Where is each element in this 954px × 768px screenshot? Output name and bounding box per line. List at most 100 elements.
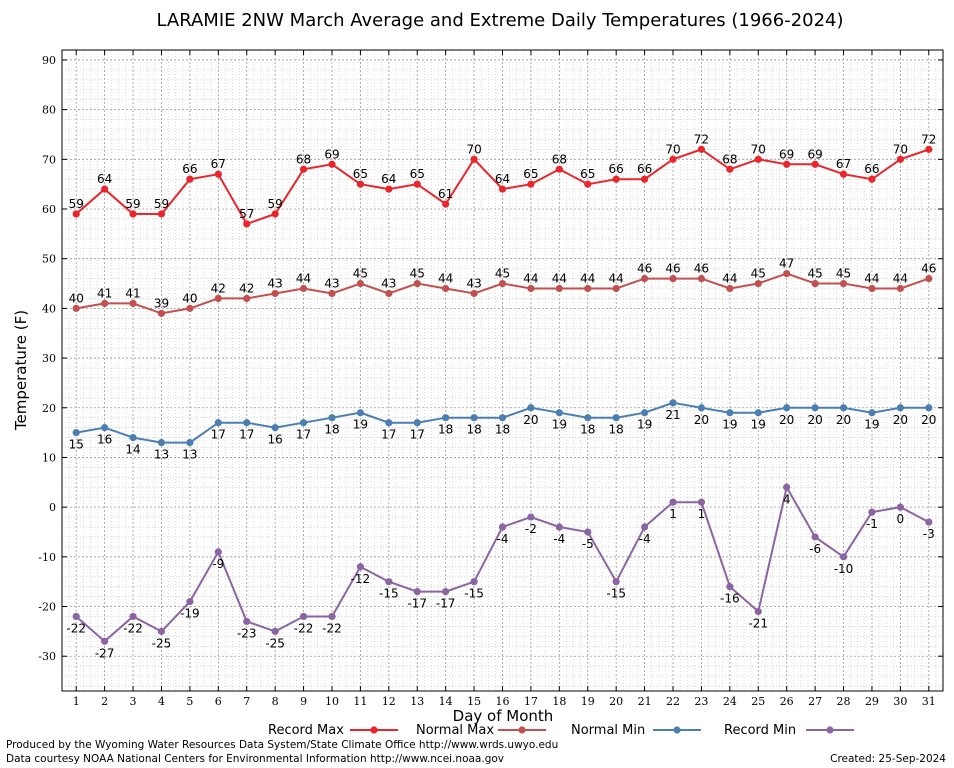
- data-label-record-min: -15: [379, 587, 399, 601]
- data-label-record-max: 59: [125, 197, 140, 211]
- data-point-normal-max: [584, 284, 592, 293]
- data-label-normal-min: 19: [353, 418, 368, 432]
- data-point-normal-max: [527, 284, 535, 293]
- data-label-record-max: 70: [665, 142, 680, 156]
- data-label-normal-min: 13: [182, 448, 197, 462]
- data-label-normal-min: 20: [921, 413, 936, 427]
- data-label-record-max: 67: [836, 157, 851, 171]
- data-point-normal-max: [868, 284, 876, 293]
- legend-swatch-marker-normal-max: [518, 726, 526, 734]
- data-label-normal-min: 18: [495, 423, 510, 437]
- x-tick-label: 11: [353, 695, 367, 708]
- data-label-normal-max: 45: [751, 267, 766, 281]
- footer-produced-by: Produced by the Wyoming Water Resources …: [6, 739, 558, 751]
- data-point-normal-min: [783, 404, 791, 412]
- data-label-normal-min: 20: [523, 413, 538, 427]
- data-point-normal-max: [555, 284, 563, 293]
- data-label-record-max: 57: [239, 207, 254, 221]
- data-point-record-min: [868, 508, 876, 516]
- data-label-record-max: 59: [154, 197, 169, 211]
- x-tick-label: 30: [893, 695, 907, 708]
- grid: [62, 49, 943, 691]
- data-label-normal-min: 18: [580, 423, 595, 437]
- data-point-normal-max: [839, 279, 848, 288]
- x-tick-label: 28: [837, 695, 851, 708]
- data-label-record-max: 67: [211, 157, 226, 171]
- data-point-normal-max: [669, 274, 677, 283]
- data-point-record-max: [783, 160, 791, 168]
- data-point-record-min: [612, 578, 620, 586]
- data-label-normal-max: 40: [182, 291, 197, 305]
- data-point-normal-max: [72, 304, 80, 312]
- data-point-record-min: [356, 563, 365, 571]
- data-point-normal-max: [328, 289, 336, 298]
- data-label-record-min: -1: [866, 517, 878, 531]
- data-point-normal-min: [129, 433, 137, 442]
- data-label-normal-min: 17: [296, 428, 311, 442]
- data-label-normal-max: 46: [637, 262, 652, 276]
- x-tick-label: 19: [581, 695, 595, 708]
- data-point-record-max: [385, 185, 393, 193]
- data-point-normal-min: [527, 404, 535, 412]
- x-tick-label: 7: [243, 695, 250, 708]
- data-point-record-max: [896, 155, 904, 163]
- data-point-record-min: [527, 513, 535, 521]
- series-record-min: -22 -27 -22 -25 -19 -9 -23 -25 -22 -22 -12 -15 -17 -1…: [66, 483, 935, 660]
- data-point-normal-min: [101, 424, 109, 432]
- data-point-record-min: [640, 523, 649, 531]
- data-label-record-min: -5: [582, 537, 594, 551]
- legend-label-record-max: Record Max: [268, 723, 344, 738]
- data-label-record-min: -22: [294, 621, 314, 635]
- data-point-normal-min: [243, 419, 251, 427]
- data-label-normal-max: 44: [864, 272, 879, 286]
- y-tick-label: 20: [42, 402, 56, 415]
- data-point-record-min: [442, 588, 450, 596]
- data-point-record-max: [101, 185, 109, 193]
- data-point-record-min: [498, 523, 507, 531]
- data-label-record-min: -16: [720, 592, 740, 606]
- footer-created-date: Created: 25-Sep-2024: [830, 753, 946, 765]
- x-tick-label: 13: [410, 695, 424, 708]
- data-point-record-max: [640, 175, 649, 183]
- data-label-normal-min: 20: [893, 413, 908, 427]
- data-point-record-max: [72, 210, 80, 218]
- x-tick-label: 24: [723, 695, 737, 708]
- data-label-normal-min: 19: [722, 418, 737, 432]
- data-label-record-min: -27: [95, 646, 115, 660]
- x-tick-label: 12: [382, 695, 396, 708]
- y-tick-label: -30: [38, 650, 56, 663]
- data-label-normal-max: 44: [296, 272, 311, 286]
- data-point-record-min: [896, 503, 904, 511]
- data-point-normal-min: [612, 414, 620, 422]
- data-label-record-min: -25: [152, 636, 172, 650]
- data-label-normal-max: 43: [381, 276, 396, 290]
- data-label-normal-max: 44: [523, 272, 538, 286]
- data-point-normal-min: [498, 414, 507, 422]
- data-point-normal-max: [925, 274, 933, 283]
- data-label-record-min: -22: [66, 621, 86, 635]
- data-label-normal-max: 43: [268, 276, 283, 290]
- data-point-record-max: [584, 180, 592, 188]
- y-tick-label: 40: [42, 302, 56, 315]
- data-point-record-max: [754, 155, 762, 163]
- data-label-normal-max: 45: [353, 267, 368, 281]
- data-label-normal-max: 44: [438, 272, 453, 286]
- data-label-normal-max: 46: [665, 262, 680, 276]
- data-label-record-min: -2: [525, 522, 537, 536]
- data-label-normal-min: 19: [637, 418, 652, 432]
- data-label-record-max: 70: [466, 142, 481, 156]
- data-label-normal-min: 17: [239, 428, 254, 442]
- data-label-normal-min: 17: [410, 428, 425, 442]
- legend-label-normal-min: Normal Min: [571, 723, 645, 738]
- data-point-record-min: [271, 627, 279, 635]
- legend-swatch-marker-record-max: [370, 726, 378, 734]
- x-tick-label: 17: [524, 695, 538, 708]
- data-label-record-max: 70: [893, 142, 908, 156]
- x-tick-label: 22: [666, 695, 680, 708]
- data-point-record-min: [470, 578, 478, 586]
- data-point-record-min: [839, 553, 848, 561]
- data-label-normal-max: 44: [580, 272, 595, 286]
- data-label-record-max: 64: [381, 172, 396, 186]
- data-point-normal-min: [669, 399, 677, 407]
- data-label-record-max: 69: [807, 147, 822, 161]
